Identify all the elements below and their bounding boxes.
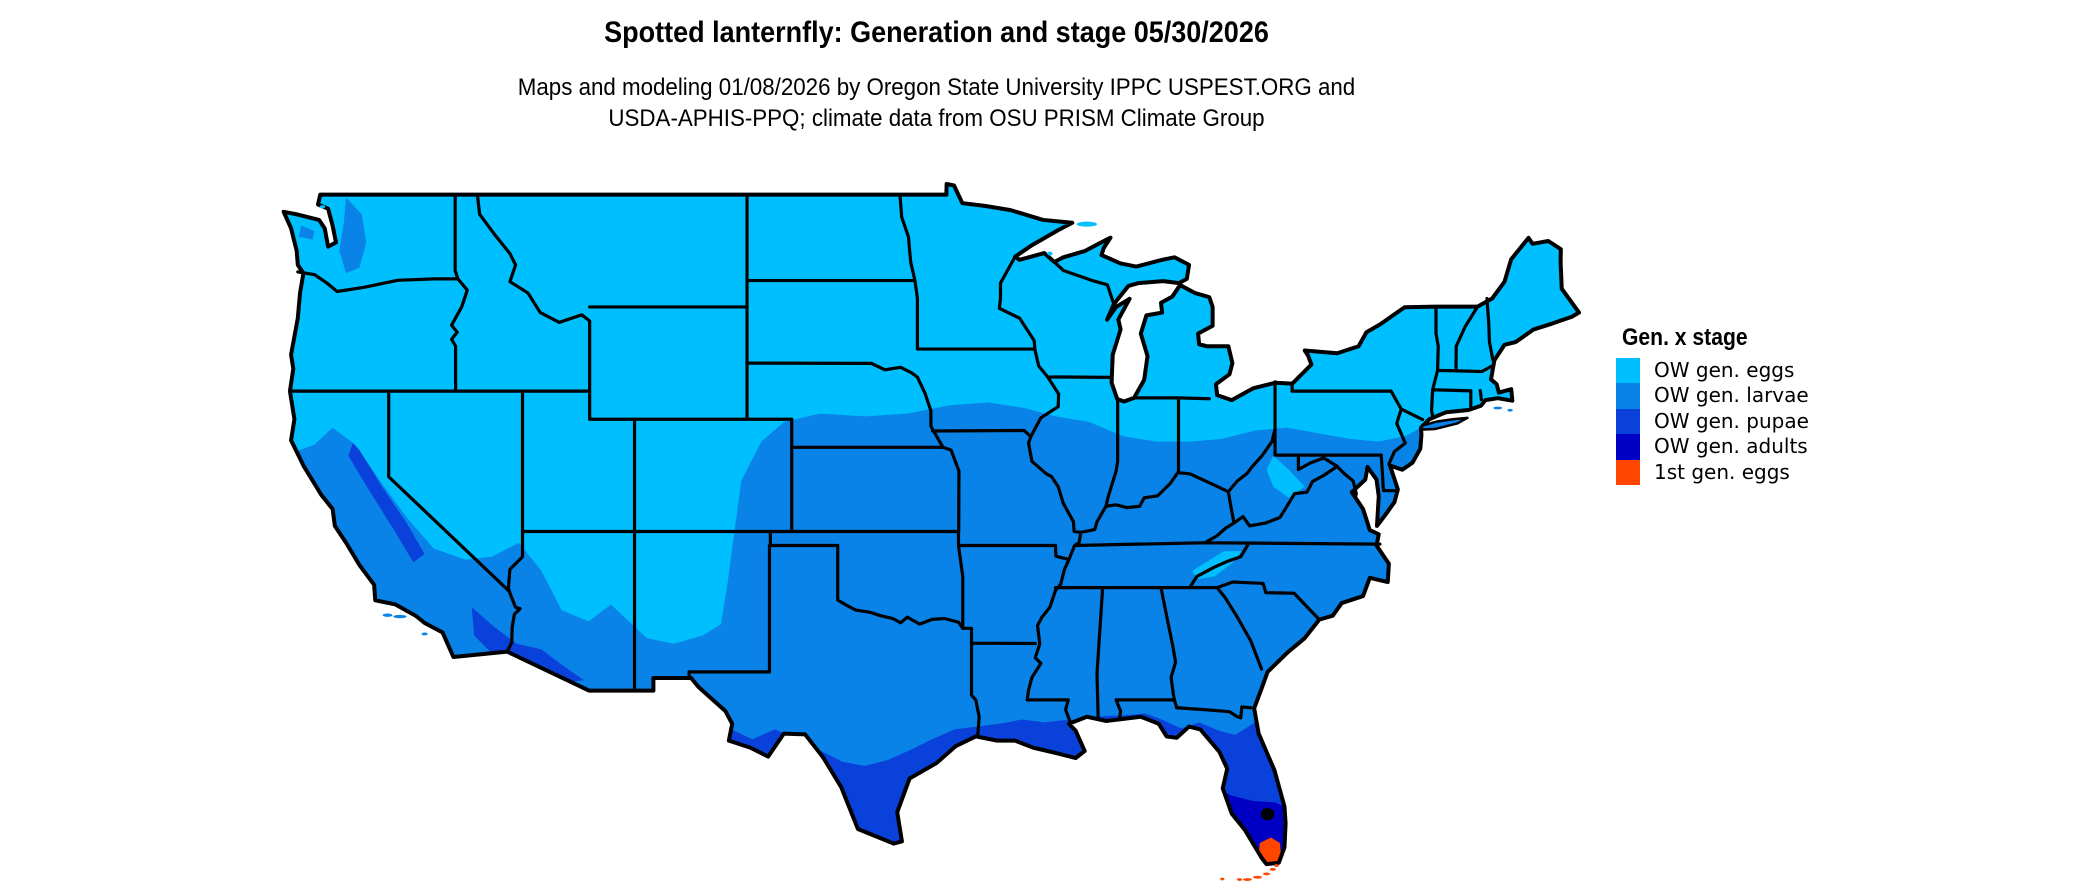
lake-superior-islands	[1047, 251, 1053, 256]
state-borders	[290, 195, 1493, 736]
florida-keys	[1236, 878, 1243, 881]
legend-item-label: OW gen. adults	[1654, 434, 1808, 459]
channel-islands	[393, 614, 407, 619]
legend-item-label: 1st gen. eggs	[1654, 459, 1790, 484]
lake-superior-islands	[1076, 221, 1098, 227]
legend-swatch	[1616, 358, 1640, 384]
legend-rows: OW gen. eggs OW gen. larvae OW gen. pupae O…	[1616, 358, 1809, 485]
channel-islands	[421, 632, 428, 636]
cape-cod-islands	[1507, 408, 1513, 412]
legend-item: 1st gen. eggs	[1616, 459, 1809, 485]
legend-title: Gen. x stage	[1622, 324, 1748, 351]
terrain-wv-mountains	[1266, 455, 1305, 498]
page-title: Spotted lanternfly: Generation and stage…	[604, 16, 1269, 49]
us-map-svg	[263, 161, 1610, 892]
map-subtitle: Maps and modeling 01/08/2026 by Oregon S…	[310, 72, 1563, 134]
florida-keys	[1262, 872, 1271, 876]
cape-cod-islands	[1493, 406, 1503, 410]
florida-keys	[1220, 877, 1225, 881]
legend-item: OW gen. adults	[1616, 434, 1809, 460]
terrain-olympics	[298, 225, 315, 240]
terrain-wa-cascades	[339, 197, 367, 274]
lake-okeechobee	[1260, 807, 1275, 821]
florida-keys	[1274, 864, 1279, 867]
legend-swatch	[1616, 383, 1640, 409]
legend-swatch	[1616, 408, 1640, 435]
us-map	[263, 161, 1610, 892]
florida-keys	[1253, 875, 1263, 879]
legend-swatch	[1616, 434, 1640, 460]
legend-swatch	[1616, 459, 1640, 485]
legend-item: OW gen. pupae	[1616, 408, 1809, 435]
florida-keys	[1269, 868, 1276, 871]
header: Spotted lanternfly: Generation and stage…	[263, 0, 1610, 134]
legend-item-label: OW gen. eggs	[1654, 358, 1795, 382]
us-outline	[284, 184, 1579, 864]
florida-keys	[1242, 878, 1252, 881]
terrain-sierra	[348, 443, 425, 563]
legend: Gen. x stage OW gen. eggs OW gen. larvae O…	[1616, 324, 1809, 485]
legend-item-label: OW gen. pupae	[1654, 408, 1809, 433]
long-island	[1421, 418, 1467, 430]
terrain-az-desert	[471, 607, 585, 684]
subtitle-line-2: USDA-APHIS-PPQ; climate data from OSU PR…	[608, 105, 1265, 132]
legend-item-label: OW gen. larvae	[1654, 383, 1809, 408]
subtitle-line-1: Maps and modeling 01/08/2026 by Oregon S…	[517, 74, 1356, 101]
san-juan-islands	[319, 205, 326, 209]
legend-item: OW gen. eggs	[1616, 358, 1809, 384]
legend-item: OW gen. larvae	[1616, 383, 1809, 409]
channel-islands	[382, 613, 393, 617]
